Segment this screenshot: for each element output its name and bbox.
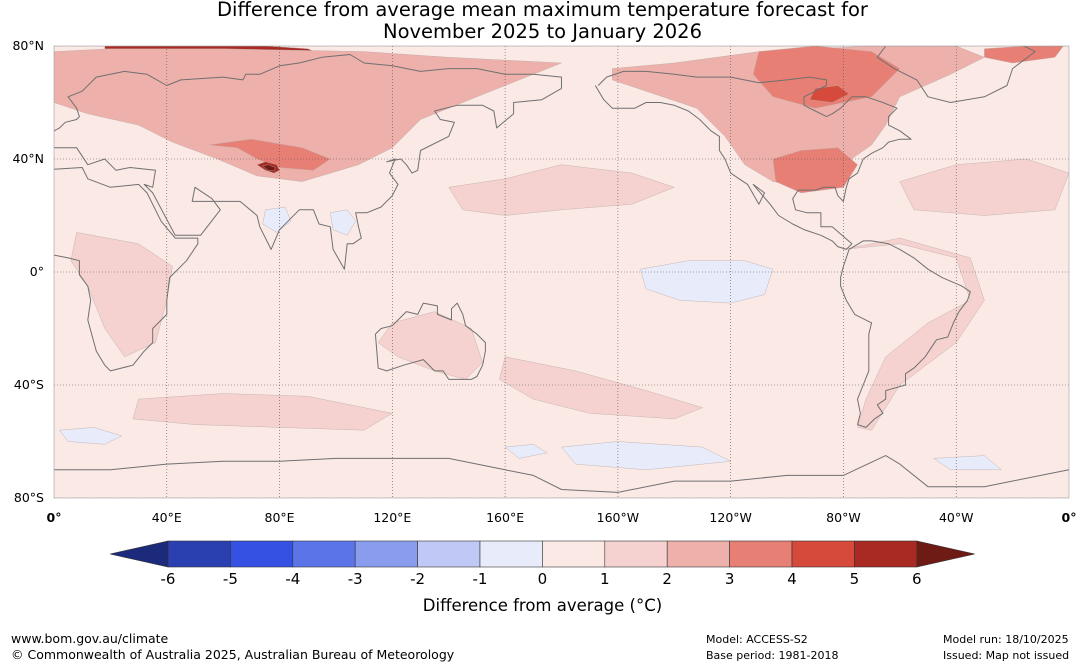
- region-asia-broad-warm: [54, 48, 562, 182]
- issued-text: Issued: Map not issued: [943, 648, 1070, 662]
- colorbar-tick-label: 3: [725, 570, 735, 588]
- region-southern-ocean-cool-3: [504, 444, 548, 459]
- colorbar-bin: [854, 540, 918, 568]
- colorbar-tick-label: 4: [787, 570, 797, 588]
- title-line-1: Difference from average mean maximum tem…: [217, 0, 868, 21]
- colorbar-tick-label: 6: [912, 570, 922, 588]
- region-us-warm: [772, 147, 858, 194]
- copyright-text: © Commonwealth of Australia 2025, Austra…: [11, 647, 455, 662]
- website-link[interactable]: www.bom.gov.au/climate: [11, 631, 169, 646]
- region-southern-ocean-cool-4: [933, 455, 1002, 470]
- lat-label: 0°: [30, 264, 44, 279]
- region-southern-ocean-cool-1: [59, 427, 122, 445]
- region-south-pacific-warm: [499, 356, 703, 420]
- colorbar-tick-label: 0: [538, 570, 548, 588]
- colorbar-bin: [604, 540, 668, 568]
- colorbar-bin: [542, 540, 606, 568]
- lon-label: 0°: [47, 510, 62, 525]
- lon-label: 120°W: [709, 510, 751, 525]
- lat-label: 40°N: [12, 151, 44, 166]
- model-run-text: Model run: 18/10/2025: [943, 633, 1069, 646]
- lon-label: 40°E: [152, 510, 182, 525]
- lon-label: 80°W: [826, 510, 861, 525]
- region-canada-warm: [753, 46, 900, 109]
- region-north-atlantic-warm: [899, 158, 1069, 216]
- coastline-australia: [374, 302, 486, 380]
- region-greenland-arctic: [984, 46, 1064, 64]
- colorbar-tick-label: 5: [850, 570, 860, 588]
- colorbar-tick-label: 2: [662, 570, 672, 588]
- colorbar-bin: [230, 540, 294, 568]
- coastline-antarctica: [54, 455, 1069, 493]
- lat-label: 80°S: [14, 490, 44, 505]
- region-tibet-core: [262, 164, 276, 172]
- region-southern-ocean-warm: [132, 393, 393, 431]
- lon-label: 80°E: [265, 510, 295, 525]
- coastline-eurasia: [54, 54, 562, 270]
- coastline-africa: [54, 167, 199, 372]
- colorbar-bin: [292, 540, 356, 568]
- longitude-labels: 0° 40°E 80°E 120°E 160°E 160°W 120°W 80°W 40°W 0°: [47, 510, 1077, 525]
- colorbar-bin: [729, 540, 793, 568]
- region-southern-ocean-cool-2: [561, 441, 731, 470]
- coastlines: [54, 46, 1069, 493]
- model-text: Model: ACCESS-S2: [706, 633, 808, 646]
- footer-left: www.bom.gov.au/climate © Commonwealth of…: [11, 631, 454, 663]
- graticule: [54, 46, 1069, 498]
- colorbar-bin: [791, 540, 855, 568]
- colorbar: -6 -5 -4 -3 -2 -1 0 1 2 3 4 5 6: [109, 540, 975, 588]
- region-hudson-hotspot: [809, 85, 850, 103]
- colorbar-tick-label: -3: [348, 570, 363, 588]
- region-north-america-broad: [612, 46, 985, 188]
- colorbar-tick-label: 1: [600, 570, 610, 588]
- footer-run: Model run: 18/10/2025 Issued: Map not is…: [943, 632, 1069, 663]
- base-period-text: Base period: 1981-2018: [706, 648, 839, 662]
- lon-label: 120°E: [373, 510, 411, 525]
- colorbar-tick-label: -6: [161, 570, 176, 588]
- colorbar-tick-label: -4: [285, 570, 300, 588]
- map-frame: [53, 45, 1070, 499]
- colorbar-extend-low: [109, 540, 169, 568]
- colorbar-extend-high: [916, 540, 975, 568]
- colorbar-label: Difference from average (°C): [422, 596, 663, 615]
- coastline-north-america: [594, 70, 912, 250]
- colorbar-bin: [417, 540, 481, 568]
- region-equatorial-pacific-cool: [640, 260, 774, 304]
- colorbar-bin: [666, 540, 730, 568]
- colorbar-bin: [479, 540, 543, 568]
- colorbar-tick-label: -5: [223, 570, 238, 588]
- lat-label: 80°N: [12, 38, 44, 53]
- lon-label: 160°E: [486, 510, 524, 525]
- lon-label: 0°: [1062, 510, 1077, 525]
- latitude-labels: 80°N 40°N 0° 40°S 80°S: [12, 38, 44, 505]
- footer-model: Model: ACCESS-S2 Base period: 1981-2018: [706, 632, 838, 663]
- lat-label: 40°S: [14, 377, 44, 392]
- colorbar-bin: [354, 540, 418, 568]
- colorbar-bin: [167, 540, 231, 568]
- colorbar-tick-label: -1: [473, 570, 488, 588]
- region-indochina-cool: [330, 209, 356, 236]
- colorbar-tick-label: -2: [410, 570, 425, 588]
- lon-label: 40°W: [939, 510, 974, 525]
- coastline-greenland: [876, 46, 1036, 103]
- lon-label: 160°W: [597, 510, 639, 525]
- coastline-south-america: [840, 240, 971, 428]
- title-line-2: November 2025 to January 2026: [383, 20, 702, 43]
- region-central-asia-warm: [208, 138, 331, 171]
